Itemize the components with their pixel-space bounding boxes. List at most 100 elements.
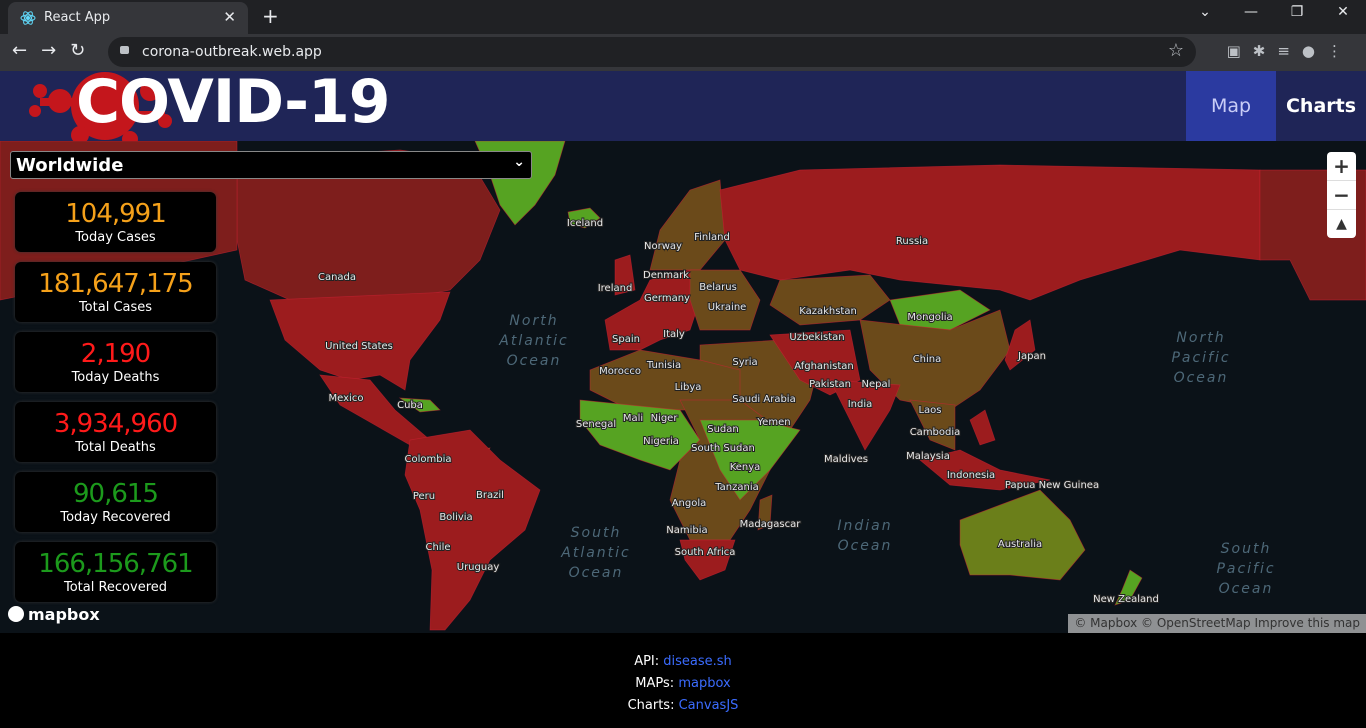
lock-icon [120, 46, 129, 54]
stat-value: 104,991 [65, 199, 167, 229]
map[interactable]: Iceland Norway Finland Russia Canada Denmark B… [0, 141, 1366, 633]
country-label: Iceland [567, 218, 603, 229]
country-label: Malaysia [906, 451, 950, 462]
nav-buttons[interactable]: ←→↻ [12, 40, 100, 61]
stat-card: 90,615 Today Recovered [15, 472, 216, 532]
country-label: Pakistan [809, 379, 851, 390]
country-label: India [848, 399, 873, 410]
mapbox-logo-text: mapbox [28, 605, 100, 624]
address-bar: ←→↻ corona-outbreak.web.app ☆ ▣✱≡●⋮ [0, 34, 1366, 71]
nav-map[interactable]: Map [1186, 71, 1276, 141]
extensions[interactable]: ▣✱≡●⋮ [1226, 42, 1354, 60]
land-russia [719, 164, 1261, 301]
stat-card: 181,647,175 Total Cases [15, 262, 216, 322]
stat-label: Total Cases [78, 300, 153, 315]
window-controls: ⌄ — ❐ ✕ [1182, 4, 1366, 20]
footer: API: disease.sh MAPs: mapbox Charts: Canva… [0, 633, 1366, 728]
ocean-label: North Pacific Ocean [1171, 330, 1230, 386]
country-label: Kenya [730, 462, 761, 473]
country-label: Nigeria [643, 436, 679, 447]
country-label: Belarus [699, 282, 737, 293]
country-label: Libya [675, 382, 702, 393]
zoom-out[interactable]: − [1327, 181, 1356, 210]
tab-icon [20, 11, 36, 25]
browser-tab[interactable]: React App ✕ [8, 2, 248, 34]
country-label: Kazakhstan [799, 306, 857, 317]
logo[interactable]: COVID-19 [76, 71, 391, 137]
country-label: Syria [732, 357, 757, 368]
stat-label: Total Deaths [75, 440, 156, 455]
stat-label: Total Recovered [63, 580, 168, 595]
stat-value: 166,156,761 [38, 549, 193, 579]
country-label: Maldives [824, 454, 868, 465]
country-label: Japan [1017, 351, 1046, 362]
country-label: Spain [612, 334, 640, 345]
land-se-asia [909, 399, 956, 451]
country-label: Saudi Arabia [732, 394, 795, 405]
land-iceland [567, 207, 601, 229]
country-label: Nepal [862, 379, 891, 390]
country-label: Mongolia [907, 312, 952, 323]
bookmark[interactable]: ☆ [1167, 40, 1184, 61]
country-label: Uzbekistan [789, 332, 844, 343]
land-australia [959, 489, 1086, 581]
footer-label: API: [634, 654, 660, 669]
country-label: Norway [644, 241, 682, 252]
stat-value: 2,190 [80, 339, 151, 369]
land-india [829, 379, 901, 451]
footer-link[interactable]: CanvasJS [678, 698, 739, 713]
maximize[interactable]: ❐ [1290, 4, 1304, 20]
land-kazakhstan [769, 274, 891, 326]
nav-charts[interactable]: Charts [1285, 95, 1357, 117]
mapbox-logo[interactable]: mapbox [8, 605, 100, 624]
land-madagascar [757, 494, 773, 531]
country-label: Madagascar [740, 519, 802, 530]
ocean-label: South Atlantic Ocean [560, 525, 630, 581]
country-label: Indonesia [947, 470, 995, 481]
country-label: United States [325, 341, 393, 352]
footer-link[interactable]: disease.sh [663, 654, 732, 669]
country-select[interactable]: Worldwide ⌄ [10, 151, 532, 179]
close-window[interactable]: ✕ [1337, 4, 1349, 20]
country-label: Finland [694, 232, 730, 243]
land-south-america [404, 429, 541, 631]
country-label: Tunisia [646, 360, 681, 371]
tab-title: React App [44, 10, 111, 25]
country-label: Germany [644, 293, 690, 304]
land-new-zealand [1114, 569, 1143, 606]
country-label: New Zealand [1093, 594, 1159, 605]
minimize[interactable]: — [1244, 4, 1258, 20]
stat-value: 90,615 [73, 479, 159, 509]
country-label: Mexico [329, 393, 364, 404]
url: corona-outbreak.web.app [142, 44, 322, 60]
land-europe-east [689, 269, 761, 331]
footer-link[interactable]: mapbox [678, 676, 731, 691]
compass[interactable]: ▲ [1336, 216, 1347, 232]
zoom-in[interactable]: + [1327, 152, 1356, 181]
land-south-africa [679, 539, 736, 581]
new-tab[interactable]: + [262, 4, 279, 28]
country-label: Mali [623, 413, 643, 424]
country-label: Laos [918, 405, 941, 416]
country-label: Uruguay [457, 562, 500, 573]
country-label: Afghanistan [794, 361, 854, 372]
stat-card: 2,190 Today Deaths [15, 332, 216, 392]
country-label: Senegal [576, 419, 616, 430]
land-mongolia [889, 289, 991, 331]
land-islands [919, 409, 1051, 491]
select-value: Worldwide [16, 155, 124, 176]
country-label: Russia [896, 236, 928, 247]
stat-label: Today Deaths [71, 370, 160, 385]
close-tab[interactable]: ✕ [223, 8, 236, 26]
footer-label: MAPs: [635, 676, 675, 691]
attribution[interactable]: © Mapbox © OpenStreetMap Improve this ma… [1068, 614, 1366, 633]
stat-card: 166,156,761 Total Recovered [15, 542, 216, 602]
profile-menu[interactable]: ⌄ [1199, 4, 1211, 20]
country-label: Canada [318, 272, 356, 283]
country-label: Chile [425, 542, 450, 553]
country-label: Cambodia [910, 427, 961, 438]
footer-line: API: disease.sh [0, 651, 1366, 673]
omnibox[interactable]: corona-outbreak.web.app ☆ [108, 37, 1196, 67]
map-canvas: Iceland Norway Finland Russia Canada Denmark B… [0, 141, 1366, 631]
country-label: Tanzania [714, 482, 759, 493]
